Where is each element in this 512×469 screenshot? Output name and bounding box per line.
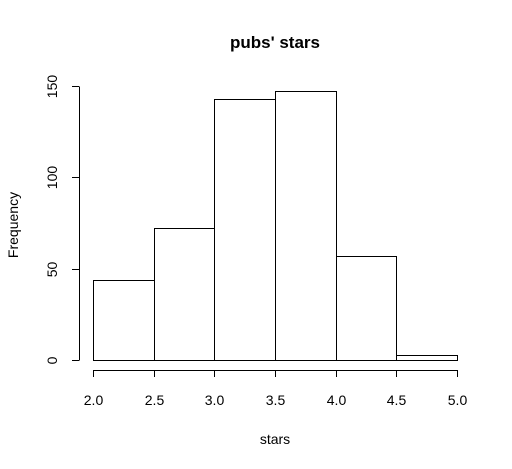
y-tick-label: 0	[44, 356, 60, 364]
histogram-bar-3	[214, 99, 276, 361]
histogram-bar-1	[93, 280, 155, 361]
x-tick-label: 2.0	[84, 392, 104, 408]
histogram-bar-6	[396, 355, 458, 361]
histogram-bars	[93, 91, 458, 361]
chart-title: pubs' stars	[230, 33, 320, 52]
x-tick-label: 4.0	[327, 392, 347, 408]
x-tick-label: 5.0	[448, 392, 468, 408]
x-tick-label: 3.0	[205, 392, 225, 408]
y-tick-label: 100	[44, 166, 60, 190]
x-axis-title: stars	[260, 431, 290, 447]
y-axis: 0 50 100 150	[44, 75, 80, 364]
histogram-bar-4	[275, 91, 337, 361]
y-tick-label: 50	[44, 262, 60, 278]
histogram-bar-5	[336, 256, 397, 361]
x-axis: 2.0 2.5 3.0 3.5 4.0 4.5 5.0	[84, 370, 468, 408]
x-tick-label: 2.5	[145, 392, 165, 408]
x-tick-label: 3.5	[266, 392, 286, 408]
y-axis-title: Frequency	[5, 192, 21, 258]
y-tick-label: 150	[44, 75, 60, 99]
x-tick-label: 4.5	[387, 392, 407, 408]
histogram-bar-2	[154, 228, 215, 361]
